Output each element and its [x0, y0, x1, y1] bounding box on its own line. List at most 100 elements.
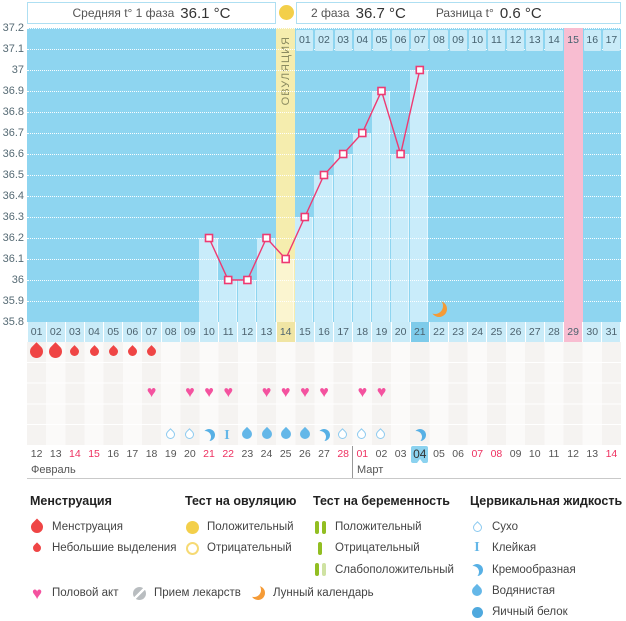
- cycle-day-cell[interactable]: 19: [372, 322, 391, 342]
- date-cell[interactable]: 09: [509, 448, 522, 460]
- cycle-day-cell[interactable]: 30: [583, 322, 602, 342]
- cycle-day-cell[interactable]: 25: [487, 322, 506, 342]
- cycle-day-cell[interactable]: 04: [84, 322, 104, 342]
- cycle-day-cell[interactable]: 02: [46, 322, 65, 342]
- date-cell[interactable]: 26: [298, 448, 311, 460]
- date-cell[interactable]: 27: [318, 448, 330, 460]
- temperature-point[interactable]: [377, 86, 386, 96]
- date-cell[interactable]: 02: [375, 448, 388, 460]
- date-cell[interactable]: 13: [49, 448, 62, 460]
- date-cell[interactable]: 20: [184, 448, 196, 460]
- temperature-point[interactable]: [396, 149, 405, 159]
- date-cell[interactable]: 17: [126, 448, 139, 460]
- date-cell[interactable]: 16: [107, 448, 120, 460]
- medication-icon: [130, 586, 148, 600]
- legend-item: Отрицательный: [311, 539, 420, 557]
- cycle-day-cell[interactable]: 20: [391, 322, 410, 342]
- date-cell[interactable]: 15: [88, 448, 100, 460]
- cycle-day-cell[interactable]: 03: [65, 322, 84, 342]
- cycle-day-cell[interactable]: 13: [257, 322, 276, 342]
- date-cell[interactable]: 18: [145, 448, 158, 460]
- cycle-day-cell[interactable]: 22: [429, 322, 449, 342]
- temperature-point[interactable]: [415, 65, 425, 75]
- cycle-day-cell[interactable]: 06: [123, 322, 142, 342]
- gridline: [27, 112, 621, 113]
- pregnancy-negative-icon: [311, 541, 329, 555]
- temperature-point[interactable]: [204, 233, 214, 243]
- cycle-day-cell[interactable]: 11: [219, 322, 238, 342]
- temperature-point[interactable]: [338, 149, 348, 159]
- date-cell[interactable]: 23: [241, 448, 254, 460]
- intercourse-icon: ♥: [204, 384, 214, 401]
- cervical-fluid-icon-watery: [240, 426, 255, 441]
- cycle-day-cell[interactable]: 27: [525, 322, 544, 342]
- date-cell-today[interactable]: 04: [411, 446, 429, 463]
- y-axis-label: 36.3: [2, 211, 24, 223]
- temperature-point[interactable]: [300, 212, 310, 222]
- date-cell[interactable]: 14: [605, 448, 618, 460]
- cycle-day-cell[interactable]: 28: [544, 322, 563, 342]
- date-cell[interactable]: 05: [433, 448, 445, 460]
- date-cell[interactable]: 08: [490, 448, 503, 460]
- date-cell[interactable]: 10: [528, 448, 541, 460]
- intercourse-icon: ♥: [319, 384, 329, 401]
- cycle-day-cell[interactable]: 16: [314, 322, 334, 342]
- gridline: [27, 154, 621, 155]
- temperature-point[interactable]: [262, 233, 271, 243]
- pregnancy-weak-glyph: [321, 563, 326, 577]
- menstruation-icon: [145, 345, 158, 358]
- month-labels-row: Февраль Март: [27, 463, 621, 479]
- temperature-point[interactable]: [223, 275, 233, 285]
- temperature-point[interactable]: [243, 275, 252, 285]
- date-cell[interactable]: 06: [452, 448, 464, 460]
- moon-icon: [249, 586, 267, 600]
- cervical-eggwhite-glyph: [471, 606, 483, 618]
- date-cell[interactable]: 12: [567, 448, 579, 460]
- legend-group-title: Менструация: [30, 494, 112, 508]
- temperature-point[interactable]: [281, 254, 290, 264]
- date-cell[interactable]: 13: [586, 448, 599, 460]
- date-cell[interactable]: 28: [337, 448, 349, 460]
- cycle-day-cell[interactable]: 18: [353, 322, 372, 342]
- temperature-point[interactable]: [357, 128, 367, 138]
- cycle-day-cell[interactable]: 29: [564, 322, 583, 342]
- cycle-day-cell[interactable]: 15: [295, 322, 314, 342]
- legend-item-label: Положительный: [207, 521, 294, 533]
- cycle-day-cell[interactable]: 12: [238, 322, 257, 342]
- cervical-sticky-glyph: I: [474, 540, 480, 556]
- date-cell[interactable]: 03: [394, 448, 407, 460]
- cycle-day-cell[interactable]: 07: [142, 322, 161, 342]
- date-cell[interactable]: 14: [69, 448, 81, 460]
- cycle-day-cell[interactable]: 21: [410, 322, 429, 342]
- date-cell[interactable]: 22: [222, 448, 235, 460]
- temperature-point[interactable]: [319, 170, 329, 180]
- date-cell[interactable]: 07: [471, 448, 484, 460]
- cycle-day-cell[interactable]: 23: [449, 322, 468, 342]
- cycle-day-cell[interactable]: 31: [602, 322, 621, 342]
- gridline: [27, 280, 621, 281]
- cycle-day-cell[interactable]: 24: [468, 322, 487, 342]
- cycle-day-cell[interactable]: 09: [180, 322, 199, 342]
- cycle-day-cell[interactable]: 26: [506, 322, 525, 342]
- cycle-day-axis: 01 02 03 04 05 06 07 08 09 10 11 12 13 14 15 16 17 18 19 20…: [27, 322, 621, 342]
- bbt-chart-plot: ОВУЛЯЦИЯ 01 02 03 04 05 06 07 08 09 10 11 12 13 14 15 16…: [27, 28, 621, 322]
- legend-item-label: Небольшие выделения: [52, 542, 177, 555]
- ovulation-positive-glyph: [185, 520, 199, 534]
- date-cell[interactable]: 19: [164, 448, 177, 460]
- cycle-day-cell[interactable]: 01: [27, 322, 46, 342]
- date-cell[interactable]: 01: [356, 448, 369, 460]
- cycle-day-cell[interactable]: 14: [276, 322, 295, 342]
- cycle-day-cell[interactable]: 08: [161, 322, 180, 342]
- date-cell[interactable]: 12: [30, 448, 43, 460]
- date-cell[interactable]: 11: [548, 448, 560, 460]
- date-cell[interactable]: 25: [279, 448, 292, 460]
- cycle-day-cell[interactable]: 05: [104, 322, 123, 342]
- phase2-value: 36.7 °C: [355, 4, 406, 22]
- legend: Менструация Менструация Небольшие выделени…: [0, 492, 626, 618]
- date-cell[interactable]: 21: [203, 448, 215, 460]
- intercourse-glyph: ♥: [31, 583, 43, 603]
- date-cell[interactable]: 24: [260, 448, 273, 460]
- cycle-day-cell[interactable]: 10: [199, 322, 219, 342]
- cycle-day-cell[interactable]: 17: [334, 322, 353, 342]
